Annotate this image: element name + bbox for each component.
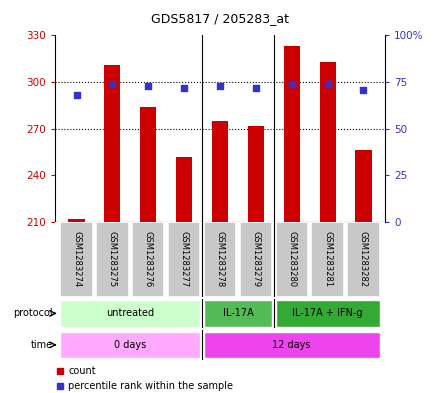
Text: IL-17A + IFN-g: IL-17A + IFN-g [292,309,363,318]
Bar [212,121,228,222]
Bar [248,126,264,222]
Point [180,84,187,91]
Text: time: time [31,340,53,350]
Text: GSM1283277: GSM1283277 [180,231,189,288]
Point [360,86,367,93]
Text: GSM1283281: GSM1283281 [323,231,332,287]
Bar [240,222,272,297]
Text: count: count [68,366,96,376]
Point [288,81,295,87]
Text: GSM1283280: GSM1283280 [287,231,296,287]
Text: GSM1283275: GSM1283275 [108,231,117,287]
Point [73,92,80,98]
Text: GSM1283282: GSM1283282 [359,231,368,287]
Text: 12 days: 12 days [272,340,311,350]
Bar [168,222,200,297]
Text: GSM1283278: GSM1283278 [216,231,224,288]
Bar [60,222,93,297]
Text: GSM1283276: GSM1283276 [144,231,153,288]
Bar [96,222,128,297]
Text: untreated: untreated [106,309,154,318]
Bar [69,219,84,222]
Point [324,81,331,87]
Bar [132,222,165,297]
Bar [284,46,300,222]
Bar [104,65,121,222]
Text: IL-17A: IL-17A [223,309,253,318]
Text: percentile rank within the sample: percentile rank within the sample [68,381,233,391]
Point [145,83,152,89]
Text: protocol: protocol [13,309,53,318]
Bar [60,300,200,327]
Bar [60,332,200,358]
Bar [312,222,344,297]
Text: GDS5817 / 205283_at: GDS5817 / 205283_at [151,12,289,25]
Bar [204,300,272,327]
Point [109,81,116,87]
Text: 0 days: 0 days [114,340,147,350]
Bar [204,332,380,358]
Bar [356,151,371,222]
Text: GSM1283274: GSM1283274 [72,231,81,287]
Bar [275,300,380,327]
Bar [275,222,308,297]
Point [253,84,260,91]
Bar [176,157,192,222]
Bar [347,222,380,297]
Point [216,83,224,89]
Text: GSM1283279: GSM1283279 [251,231,260,287]
Bar [204,222,236,297]
Bar [140,107,156,222]
Bar [319,62,336,222]
